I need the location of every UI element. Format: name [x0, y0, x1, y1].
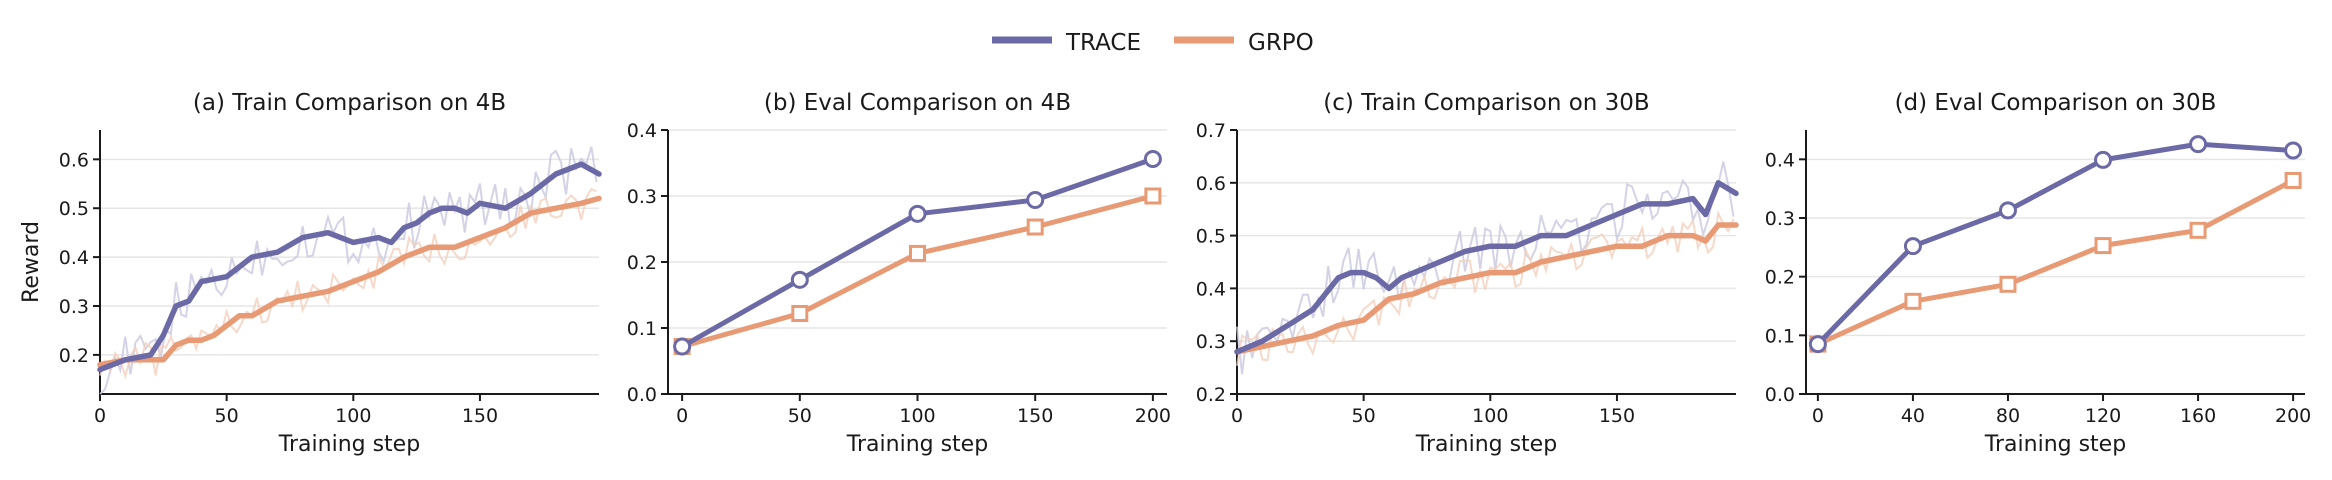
x-tick-label: 150 [1017, 405, 1053, 427]
y-tick-label: 0.4 [1196, 278, 1226, 300]
y-tick-label: 0.0 [1765, 384, 1795, 406]
chart-panel-3: (c) Train Comparison on 30B 0.2 0.3 0.4 0.5 0… [1196, 90, 1739, 457]
data-point-trace [2094, 150, 2113, 169]
legend-label-trace: TRACE [1065, 30, 1141, 56]
y-tick-label: 0.4 [1765, 149, 1795, 171]
chart-title: (d) Eval Comparison on 30B [1895, 90, 2217, 116]
x-tick-label: 50 [788, 405, 812, 427]
y-tick-label: 0.4 [59, 247, 89, 269]
y-tick-label: 0.1 [627, 318, 657, 340]
chart-title: (b) Eval Comparison on 4B [764, 90, 1071, 116]
data-point-grpo [791, 304, 809, 322]
data-point-grpo [1144, 187, 1162, 205]
y-tick-label: 0.3 [59, 296, 89, 318]
x-tick-label: 50 [215, 405, 239, 427]
y-tick-label: 0.3 [627, 186, 657, 208]
data-point-grpo [2094, 237, 2112, 255]
chart-title: (c) Train Comparison on 30B [1323, 90, 1649, 116]
x-axis-label: Training step [1984, 432, 2126, 457]
chart-panel-2: (b) Eval Comparison on 4B 0.0 0.1 0.2 0.3 0.4… [627, 90, 1171, 457]
x-tick-label: 150 [462, 405, 498, 427]
series-line-trace [97, 161, 602, 373]
x-tick-label: 200 [2275, 405, 2311, 427]
y-tick-label: 0.2 [1196, 384, 1226, 406]
x-tick-label: 50 [1352, 405, 1376, 427]
y-tick-label: 0.0 [627, 384, 657, 406]
y-tick-label: 0.5 [59, 198, 89, 220]
data-point-trace [2284, 141, 2303, 160]
data-point-grpo [1026, 218, 1044, 236]
x-tick-label: 200 [1135, 405, 1171, 427]
series-line-grpo [1234, 222, 1739, 355]
x-axis-label: Training step [1415, 432, 1557, 457]
raw-series-trace [1236, 161, 1735, 375]
x-axis-label: Training step [846, 432, 988, 457]
data-point-trace [790, 270, 809, 289]
chart-panel-4: (d) Eval Comparison on 30B 0.0 0.1 0.2 0.3 0.… [1765, 90, 2311, 457]
y-tick-label: 0.2 [1765, 267, 1795, 289]
series-line-trace [1815, 141, 2296, 347]
data-point-grpo [1999, 275, 2017, 293]
series-line-grpo [97, 195, 602, 368]
data-point-trace [1143, 150, 1162, 169]
x-tick-label: 160 [2180, 405, 2216, 427]
data-point-trace [1026, 190, 1045, 209]
data-point-trace [1808, 335, 1827, 354]
legend-label-grpo: GRPO [1248, 30, 1314, 56]
data-point-grpo [2284, 171, 2302, 189]
data-point-trace [673, 337, 692, 356]
data-point-trace [908, 204, 927, 223]
x-tick-label: 40 [1901, 405, 1925, 427]
x-tick-label: 100 [1472, 405, 1508, 427]
chart-panel-1: (a) Train Comparison on 4B 0.2 0.3 0.4 0.5 0.… [19, 90, 602, 457]
x-tick-label: 0 [1812, 405, 1824, 427]
data-point-grpo [2189, 221, 2207, 239]
data-point-trace [1998, 201, 2017, 220]
y-tick-label: 0.1 [1765, 325, 1795, 347]
x-tick-label: 0 [1231, 405, 1243, 427]
x-tick-label: 0 [94, 405, 106, 427]
series-line-grpo [1815, 178, 2296, 347]
x-tick-label: 0 [676, 405, 688, 427]
series-line-trace [1234, 180, 1739, 355]
data-point-trace [1903, 237, 1922, 256]
x-axis-label: Training step [278, 432, 420, 457]
chart-title: (a) Train Comparison on 4B [193, 90, 506, 116]
y-tick-label: 0.6 [59, 149, 89, 171]
x-tick-label: 150 [1599, 405, 1635, 427]
raw-series-trace [99, 146, 598, 395]
legend: TRACE GRPO [992, 30, 1314, 56]
y-tick-label: 0.6 [1196, 173, 1226, 195]
data-point-grpo [1904, 292, 1922, 310]
y-tick-label: 0.3 [1196, 331, 1226, 353]
data-point-trace [2189, 135, 2208, 154]
y-tick-label: 0.2 [59, 345, 89, 367]
x-tick-label: 120 [2085, 405, 2121, 427]
y-tick-label: 0.7 [1196, 120, 1226, 142]
y-tick-label: 0.5 [1196, 226, 1226, 248]
x-tick-label: 80 [1996, 405, 2020, 427]
y-tick-label: 0.2 [627, 252, 657, 274]
data-point-grpo [909, 244, 926, 262]
x-tick-label: 100 [899, 405, 935, 427]
y-tick-label: 0.4 [627, 120, 657, 142]
y-axis-label: Reward [19, 221, 44, 303]
x-tick-label: 100 [335, 405, 371, 427]
y-tick-label: 0.3 [1765, 208, 1795, 230]
